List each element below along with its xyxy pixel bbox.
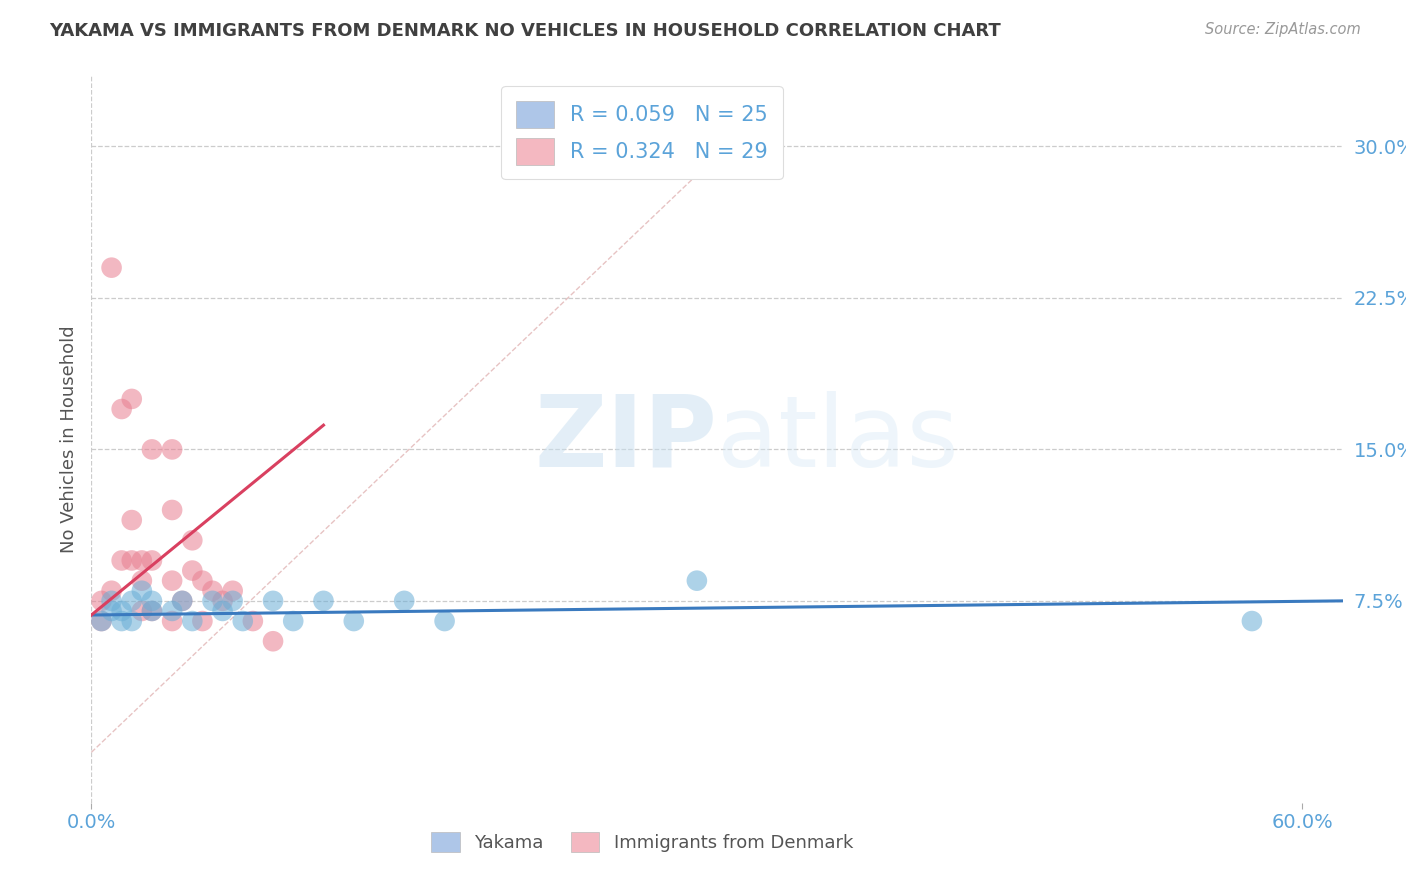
Point bbox=[211, 604, 233, 618]
Point bbox=[141, 442, 163, 457]
Text: Source: ZipAtlas.com: Source: ZipAtlas.com bbox=[1205, 22, 1361, 37]
Y-axis label: No Vehicles in Household: No Vehicles in Household bbox=[59, 326, 77, 553]
Point bbox=[90, 594, 112, 608]
Point bbox=[221, 583, 243, 598]
Point bbox=[100, 594, 122, 608]
Point bbox=[191, 574, 214, 588]
Point bbox=[433, 614, 456, 628]
Point bbox=[1240, 614, 1263, 628]
Point bbox=[172, 594, 194, 608]
Point bbox=[160, 503, 183, 517]
Point bbox=[312, 594, 335, 608]
Point bbox=[131, 574, 153, 588]
Point bbox=[100, 260, 122, 275]
Point bbox=[172, 594, 194, 608]
Point bbox=[111, 604, 134, 618]
Point bbox=[141, 604, 163, 618]
Point bbox=[181, 614, 204, 628]
Text: YAKAMA VS IMMIGRANTS FROM DENMARK NO VEHICLES IN HOUSEHOLD CORRELATION CHART: YAKAMA VS IMMIGRANTS FROM DENMARK NO VEH… bbox=[49, 22, 1001, 40]
Point bbox=[121, 392, 143, 406]
Point bbox=[141, 604, 163, 618]
Point bbox=[111, 553, 134, 567]
Point bbox=[160, 442, 183, 457]
Point bbox=[262, 594, 284, 608]
Legend: Yakama, Immigrants from Denmark: Yakama, Immigrants from Denmark bbox=[423, 825, 860, 859]
Point bbox=[201, 594, 224, 608]
Point bbox=[131, 583, 153, 598]
Point bbox=[131, 553, 153, 567]
Text: ZIP: ZIP bbox=[534, 391, 717, 488]
Point bbox=[283, 614, 305, 628]
Point bbox=[181, 533, 204, 548]
Point bbox=[100, 604, 122, 618]
Point bbox=[686, 574, 709, 588]
Point bbox=[121, 594, 143, 608]
Point bbox=[121, 513, 143, 527]
Point bbox=[100, 583, 122, 598]
Point bbox=[111, 614, 134, 628]
Point bbox=[90, 614, 112, 628]
Point bbox=[160, 614, 183, 628]
Point bbox=[242, 614, 264, 628]
Point bbox=[160, 574, 183, 588]
Point bbox=[90, 614, 112, 628]
Point bbox=[121, 614, 143, 628]
Point bbox=[201, 583, 224, 598]
Text: atlas: atlas bbox=[717, 391, 959, 488]
Point bbox=[343, 614, 366, 628]
Point bbox=[191, 614, 214, 628]
Point bbox=[211, 594, 233, 608]
Point bbox=[392, 594, 416, 608]
Point bbox=[232, 614, 254, 628]
Point bbox=[160, 604, 183, 618]
Point bbox=[262, 634, 284, 648]
Point bbox=[141, 553, 163, 567]
Point bbox=[221, 594, 243, 608]
Point bbox=[111, 402, 134, 417]
Point bbox=[181, 564, 204, 578]
Point bbox=[121, 553, 143, 567]
Point bbox=[141, 594, 163, 608]
Point bbox=[131, 604, 153, 618]
